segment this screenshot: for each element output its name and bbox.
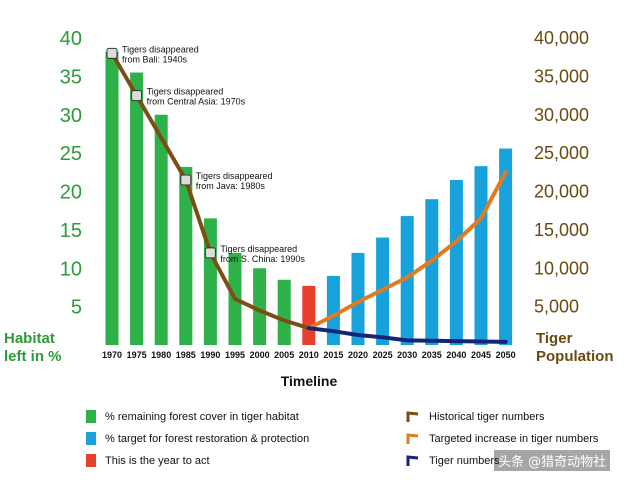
right-tick-label: 30,000 (534, 105, 589, 125)
annotation-label: from Central Asia: 1970s (147, 97, 246, 107)
annotation-label: from S. China: 1990s (220, 254, 305, 264)
x-tick-label: 2020 (348, 350, 368, 360)
right-tick-label: 5,000 (534, 297, 579, 317)
x-axis-title: Timeline (281, 373, 338, 389)
annotation-label: Tigers disappeared (147, 87, 224, 97)
right-tick-label: 15,000 (534, 220, 589, 240)
left-tick-label: 30 (60, 105, 82, 127)
x-tick-label: 2025 (373, 350, 393, 360)
bar-target (351, 252, 365, 345)
right-tick-label: 20,000 (534, 182, 589, 202)
x-tick-label: 1970 (102, 350, 122, 360)
annotation-marker (204, 247, 216, 259)
bar-habitat (130, 72, 144, 345)
left-tick-label: 10 (60, 258, 82, 280)
x-tick-label: 1990 (200, 350, 220, 360)
bar-habitat (105, 51, 119, 345)
annotation-marker (106, 47, 118, 59)
x-tick-label: 2045 (471, 350, 491, 360)
right-axis-title: Population (536, 348, 614, 365)
x-tick-label: 1980 (151, 350, 171, 360)
bar-target (449, 179, 463, 345)
annotation-label: Tigers disappeared (122, 44, 199, 54)
x-tick-label: 2010 (299, 350, 319, 360)
annotation-label: from Bali: 1940s (122, 54, 188, 64)
right-tick-label: 10,000 (534, 258, 589, 278)
x-tick-label: 2035 (422, 350, 442, 360)
left-axis-title: Habitat (4, 330, 55, 347)
bar-habitat (277, 279, 291, 345)
left-tick-label: 40 (60, 28, 82, 50)
annotation-label: Tigers disappeared (196, 171, 273, 181)
x-tick-label: 2030 (397, 350, 417, 360)
annotation-label: from Java: 1980s (196, 181, 266, 191)
left-axis-title: left in % (4, 348, 62, 365)
annotation-marker (180, 174, 192, 186)
x-tick-label: 2005 (274, 350, 294, 360)
x-tick-label: 2000 (250, 350, 270, 360)
bar-target (326, 275, 340, 345)
right-tick-label: 35,000 (534, 66, 589, 86)
x-tick-label: 2040 (446, 350, 466, 360)
left-tick-label: 5 (71, 297, 82, 319)
bar-year-to-act (302, 285, 316, 345)
watermark: 头条 @猎奇动物社 (494, 450, 611, 471)
bar-habitat (253, 268, 267, 345)
x-tick-label: 1995 (225, 350, 245, 360)
bar-habitat (154, 114, 168, 345)
left-tick-label: 35 (60, 66, 82, 88)
annotation-label: Tigers disappeared (220, 244, 297, 254)
left-tick-label: 15 (60, 220, 82, 242)
left-tick-label: 25 (60, 143, 82, 165)
bar-target (425, 199, 439, 345)
x-tick-label: 2015 (323, 350, 343, 360)
right-tick-label: 40,000 (534, 28, 589, 48)
annotation-marker (131, 90, 143, 102)
series-line-3 (306, 326, 508, 344)
bar-target (400, 216, 414, 345)
bar-target (499, 148, 513, 345)
x-tick-label: 2050 (496, 350, 516, 360)
x-tick-label: 1975 (127, 350, 147, 360)
bar-habitat (179, 166, 193, 345)
x-tick-label: 1985 (176, 350, 196, 360)
right-tick-label: 25,000 (534, 143, 589, 163)
right-axis-title: Tiger (536, 330, 573, 347)
bar-target (474, 166, 488, 345)
series-line-2 (306, 170, 508, 331)
left-tick-label: 20 (60, 182, 82, 204)
